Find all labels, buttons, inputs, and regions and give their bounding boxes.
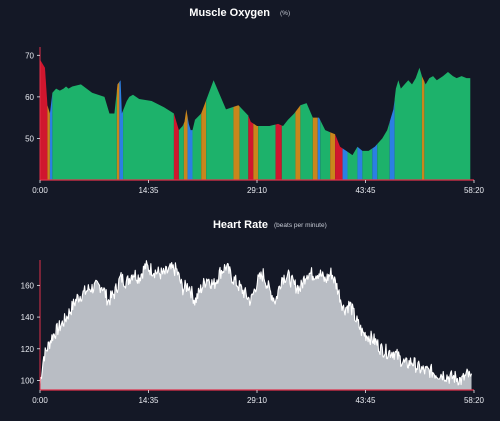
zone-segment-blue: [357, 146, 363, 180]
zone-segment-blue: [49, 92, 53, 180]
zone-segment-blue: [389, 98, 395, 180]
zone-segment-orange: [330, 132, 336, 180]
zone-segment-orange: [233, 105, 240, 180]
heart-rate-line: [39, 260, 473, 386]
y-tick-label: 120: [21, 345, 35, 354]
zone-segment-red: [248, 115, 254, 180]
zone-segment-green: [394, 67, 422, 180]
y-tick-label: 50: [25, 134, 34, 143]
zone-segment-orange: [253, 123, 259, 180]
muscle-oxygen-chart: Muscle Oxygen (%) 50 60 70 0:00 14:35 29:10 43…: [25, 7, 484, 195]
plot-area: [39, 260, 473, 390]
plot-area: [40, 59, 471, 180]
heart-rate-area: [40, 260, 472, 390]
zone-segment-red: [173, 113, 179, 180]
x-tick-label: 58:20: [464, 396, 485, 405]
zone-segment-red: [275, 123, 282, 180]
x-tick-label: 14:35: [138, 396, 159, 405]
zone-segment-green: [178, 123, 184, 180]
zone-segment-red: [40, 59, 48, 180]
zone-segment-green: [424, 71, 471, 180]
zone-segment-blue: [187, 116, 193, 180]
zone-segment-green: [281, 111, 296, 180]
x-tick-label: 29:10: [247, 396, 268, 405]
heart-rate-chart: Heart Rate (beats per minute) 1001201401…: [21, 219, 485, 405]
zone-segment-green: [320, 120, 331, 180]
y-tick-label: 100: [21, 376, 35, 385]
x-tick-label: 58:20: [464, 186, 485, 195]
x-tick-label: 14:35: [138, 186, 159, 195]
y-tick-label: 70: [25, 51, 34, 60]
zone-segment-blue: [317, 117, 321, 180]
chart-title: Muscle Oxygen: [189, 7, 270, 19]
zone-segment-orange: [312, 117, 318, 180]
zone-segment-green: [362, 148, 373, 180]
zone-segment-green: [258, 124, 276, 180]
zone-segment-green: [206, 80, 234, 180]
zone-segment-green: [123, 94, 174, 180]
x-tick-label: 0:00: [32, 396, 48, 405]
x-tick-label: 29:10: [247, 186, 268, 195]
zone-segment-orange: [295, 105, 301, 180]
x-tick-label: 0:00: [32, 186, 48, 195]
y-tick-label: 140: [21, 313, 35, 322]
zone-segment-green: [192, 113, 202, 180]
zone-segment-blue: [342, 148, 348, 180]
axes: 50 60 70 0:00 14:35 29:10 43:45 58:20: [25, 47, 485, 195]
y-tick-label: 60: [25, 93, 34, 102]
zone-segment-green: [52, 84, 117, 180]
chart-unit: (%): [280, 10, 290, 17]
zone-segment-orange: [183, 109, 188, 180]
zone-segment-blue: [119, 80, 124, 180]
chart-title: Heart Rate: [213, 219, 268, 231]
zone-segment-green: [377, 121, 390, 180]
x-tick-label: 43:45: [355, 186, 376, 195]
zone-segment-orange: [47, 105, 50, 180]
zone-segment-orange: [421, 76, 425, 180]
axes: 100 120 140 160 0:00 14:35 29:10 43:45 58:20: [21, 260, 485, 405]
x-tick-label: 43:45: [355, 396, 376, 405]
zone-segment-orange: [116, 81, 120, 180]
zone-segment-green: [347, 146, 358, 180]
zone-segment-orange: [201, 100, 207, 180]
zone-segment-red: [335, 134, 343, 180]
zone-segment-green: [300, 103, 313, 180]
y-tick-label: 160: [21, 281, 35, 290]
chart-unit: (beats per minute): [274, 222, 327, 229]
zone-segment-blue: [372, 143, 378, 180]
zone-segment-green: [239, 106, 249, 180]
